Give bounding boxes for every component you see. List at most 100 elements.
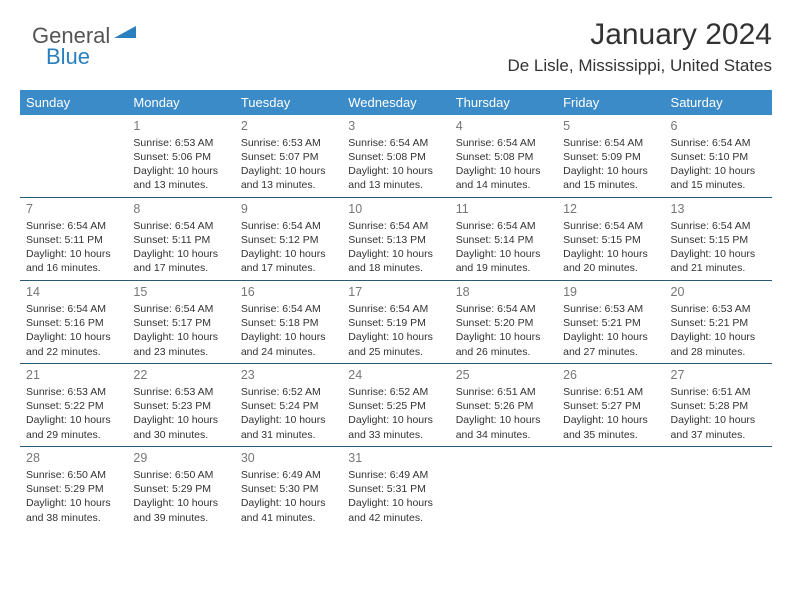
- calendar-cell: 5Sunrise: 6:54 AMSunset: 5:09 PMDaylight…: [557, 115, 664, 197]
- daylight-line: Daylight: 10 hours and 18 minutes.: [348, 247, 443, 275]
- day-header: Monday: [127, 90, 234, 115]
- calendar-cell: 21Sunrise: 6:53 AMSunset: 5:22 PMDayligh…: [20, 364, 127, 446]
- day-number: 3: [348, 118, 443, 135]
- day-header: Friday: [557, 90, 664, 115]
- day-number: 2: [241, 118, 336, 135]
- daylight-line: Daylight: 10 hours and 19 minutes.: [456, 247, 551, 275]
- sunset-line: Sunset: 5:16 PM: [26, 316, 121, 330]
- daylight-line: Daylight: 10 hours and 21 minutes.: [671, 247, 766, 275]
- logo-triangle-icon: [114, 22, 136, 43]
- sunrise-line: Sunrise: 6:53 AM: [671, 302, 766, 316]
- day-number: 16: [241, 284, 336, 301]
- sunrise-line: Sunrise: 6:54 AM: [241, 219, 336, 233]
- sunset-line: Sunset: 5:06 PM: [133, 150, 228, 164]
- calendar-cell: 2Sunrise: 6:53 AMSunset: 5:07 PMDaylight…: [235, 115, 342, 197]
- sunset-line: Sunset: 5:26 PM: [456, 399, 551, 413]
- daylight-line: Daylight: 10 hours and 15 minutes.: [563, 164, 658, 192]
- day-number: 26: [563, 367, 658, 384]
- location: De Lisle, Mississippi, United States: [20, 56, 772, 76]
- calendar-cell: [557, 447, 664, 529]
- sunrise-line: Sunrise: 6:49 AM: [241, 468, 336, 482]
- sunrise-line: Sunrise: 6:54 AM: [456, 302, 551, 316]
- calendar-cell: 4Sunrise: 6:54 AMSunset: 5:08 PMDaylight…: [450, 115, 557, 197]
- sunset-line: Sunset: 5:27 PM: [563, 399, 658, 413]
- daylight-line: Daylight: 10 hours and 15 minutes.: [671, 164, 766, 192]
- day-number: 9: [241, 201, 336, 218]
- daylight-line: Daylight: 10 hours and 17 minutes.: [241, 247, 336, 275]
- sunset-line: Sunset: 5:24 PM: [241, 399, 336, 413]
- day-header: Thursday: [450, 90, 557, 115]
- sunset-line: Sunset: 5:20 PM: [456, 316, 551, 330]
- sunset-line: Sunset: 5:13 PM: [348, 233, 443, 247]
- calendar-cell: 8Sunrise: 6:54 AMSunset: 5:11 PMDaylight…: [127, 198, 234, 280]
- calendar-cell: 17Sunrise: 6:54 AMSunset: 5:19 PMDayligh…: [342, 281, 449, 363]
- calendar-cell: 15Sunrise: 6:54 AMSunset: 5:17 PMDayligh…: [127, 281, 234, 363]
- day-number: 1: [133, 118, 228, 135]
- daylight-line: Daylight: 10 hours and 42 minutes.: [348, 496, 443, 524]
- sunrise-line: Sunrise: 6:54 AM: [133, 219, 228, 233]
- calendar-week-row: 14 Sunrise: 6:54 AM Sunset: 5:16 PM Dayligh…: [20, 281, 772, 363]
- sunset-line: Sunset: 5:29 PM: [26, 482, 121, 496]
- calendar-cell: 14Sunrise: 6:54 AMSunset: 5:16 PMDayligh…: [20, 281, 127, 363]
- sunset-line: Sunset: 5:19 PM: [348, 316, 443, 330]
- sunrise-line: Sunrise: 6:54 AM: [348, 219, 443, 233]
- sunset-line: Sunset: 5:18 PM: [241, 316, 336, 330]
- sunrise-line: Sunrise: 6:54 AM: [348, 136, 443, 150]
- sunrise-line: Sunrise: 6:53 AM: [241, 136, 336, 150]
- day-number: 31: [348, 450, 443, 467]
- sunrise-line: Sunrise: 6:54 AM: [456, 136, 551, 150]
- daylight-line: Daylight: 10 hours and 27 minutes.: [563, 330, 658, 358]
- daylight-line: Daylight: 10 hours and 26 minutes.: [456, 330, 551, 358]
- day-header: Sunday: [20, 90, 127, 115]
- calendar-cell: 20Sunrise: 6:53 AMSunset: 5:21 PMDayligh…: [665, 281, 772, 363]
- calendar-week-row: 1 Sunrise: 6:53 AM Sunset: 5:06 PM Daylight…: [20, 115, 772, 197]
- sunrise-line: Sunrise: 6:54 AM: [456, 219, 551, 233]
- calendar-table: Sunday Monday Tuesday Wednesday Thursday…: [20, 90, 772, 529]
- daylight-line: Daylight: 10 hours and 25 minutes.: [348, 330, 443, 358]
- day-number: 24: [348, 367, 443, 384]
- calendar-cell: 18Sunrise: 6:54 AMSunset: 5:20 PMDayligh…: [450, 281, 557, 363]
- day-number: 19: [563, 284, 658, 301]
- day-number: 15: [133, 284, 228, 301]
- sunrise-line: Sunrise: 6:53 AM: [563, 302, 658, 316]
- calendar-cell: 10Sunrise: 6:54 AMSunset: 5:13 PMDayligh…: [342, 198, 449, 280]
- daylight-line: Daylight: 10 hours and 39 minutes.: [133, 496, 228, 524]
- day-number: 28: [26, 450, 121, 467]
- daylight-line: Daylight: 10 hours and 28 minutes.: [671, 330, 766, 358]
- sunset-line: Sunset: 5:29 PM: [133, 482, 228, 496]
- sunset-line: Sunset: 5:10 PM: [671, 150, 766, 164]
- sunset-line: Sunset: 5:30 PM: [241, 482, 336, 496]
- sunset-line: Sunset: 5:21 PM: [671, 316, 766, 330]
- sunrise-line: Sunrise: 6:54 AM: [26, 219, 121, 233]
- day-number: 17: [348, 284, 443, 301]
- calendar-cell: 6Sunrise: 6:54 AMSunset: 5:10 PMDaylight…: [665, 115, 772, 197]
- day-number: 29: [133, 450, 228, 467]
- sunrise-line: Sunrise: 6:50 AM: [26, 468, 121, 482]
- sunrise-line: Sunrise: 6:54 AM: [671, 219, 766, 233]
- day-number: 14: [26, 284, 121, 301]
- sunrise-line: Sunrise: 6:54 AM: [671, 136, 766, 150]
- daylight-line: Daylight: 10 hours and 13 minutes.: [348, 164, 443, 192]
- sunset-line: Sunset: 5:07 PM: [241, 150, 336, 164]
- calendar-cell: 16Sunrise: 6:54 AMSunset: 5:18 PMDayligh…: [235, 281, 342, 363]
- day-number: 7: [26, 201, 121, 218]
- sunset-line: Sunset: 5:08 PM: [456, 150, 551, 164]
- sunrise-line: Sunrise: 6:52 AM: [241, 385, 336, 399]
- daylight-line: Daylight: 10 hours and 24 minutes.: [241, 330, 336, 358]
- day-number: 22: [133, 367, 228, 384]
- day-header: Saturday: [665, 90, 772, 115]
- logo-text-blue: Blue: [46, 44, 90, 69]
- sunset-line: Sunset: 5:11 PM: [133, 233, 228, 247]
- sunset-line: Sunset: 5:21 PM: [563, 316, 658, 330]
- calendar-cell: 12Sunrise: 6:54 AMSunset: 5:15 PMDayligh…: [557, 198, 664, 280]
- daylight-line: Daylight: 10 hours and 14 minutes.: [456, 164, 551, 192]
- sunset-line: Sunset: 5:25 PM: [348, 399, 443, 413]
- daylight-line: Daylight: 10 hours and 35 minutes.: [563, 413, 658, 441]
- day-number: 10: [348, 201, 443, 218]
- daylight-line: Daylight: 10 hours and 38 minutes.: [26, 496, 121, 524]
- sunrise-line: Sunrise: 6:54 AM: [563, 136, 658, 150]
- daylight-line: Daylight: 10 hours and 34 minutes.: [456, 413, 551, 441]
- calendar-cell: 27Sunrise: 6:51 AMSunset: 5:28 PMDayligh…: [665, 364, 772, 446]
- calendar-cell: 31Sunrise: 6:49 AMSunset: 5:31 PMDayligh…: [342, 447, 449, 529]
- sunrise-line: Sunrise: 6:51 AM: [563, 385, 658, 399]
